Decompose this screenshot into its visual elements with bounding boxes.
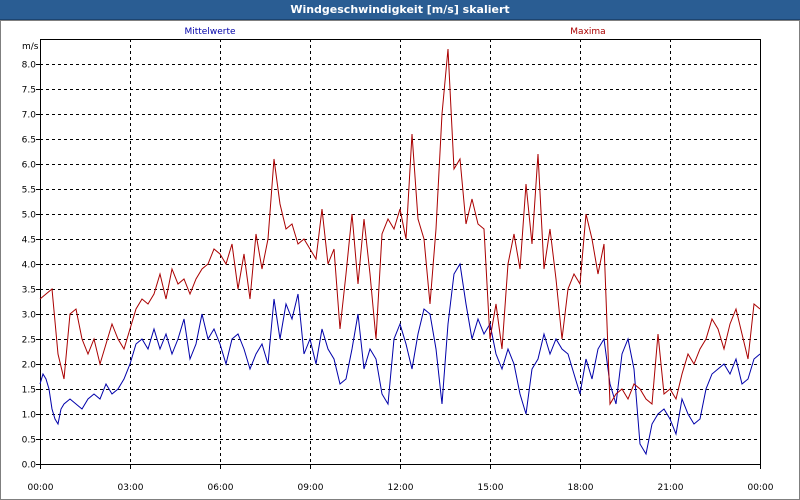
series-line-maxima (39, 48, 761, 406)
y-tick-label: 7.0 (22, 111, 37, 121)
y-tick-label: 7.5 (22, 86, 36, 96)
y-tick-label: 8.0 (22, 61, 37, 71)
chart-frame (0, 20, 800, 500)
y-tick-label: 5.0 (22, 211, 37, 221)
y-tick-label: 2.0 (22, 361, 37, 371)
x-tick-time: 00:00 (28, 483, 54, 493)
x-tick-time: 00:00 (748, 483, 774, 493)
y-tick-label: 3.5 (22, 286, 36, 296)
x-tick-time: 15:00 (478, 483, 504, 493)
y-tick-label: 5.5 (22, 186, 36, 196)
x-tick-time: 18:00 (568, 483, 594, 493)
y-tick-label: 6.5 (22, 136, 36, 146)
x-tick-time: 06:00 (208, 483, 234, 493)
plot-area-border (40, 39, 761, 465)
y-tick-label: 0.0 (22, 461, 37, 471)
wind-speed-chart: 0.0 0.5 1.0 1.5 2.0 2.5 3.0 3.5 4.0 4.5 5.0 5.5 6.0 6… (0, 20, 800, 500)
legend-label-maxima: Maxima (570, 27, 605, 37)
window-title-bar: Windgeschwindigkeit [m/s] skaliert (0, 0, 800, 20)
x-tick-time: 12:00 (388, 483, 414, 493)
y-tick-label: 4.0 (22, 261, 37, 271)
y-axis-unit-label: m/s (22, 42, 39, 52)
y-tick-label: 6.0 (22, 161, 37, 171)
y-tick-label: 1.0 (22, 411, 37, 421)
y-tick-label: 0.5 (22, 436, 36, 446)
y-tick-label: 2.5 (22, 336, 36, 346)
x-tick-time: 09:00 (298, 483, 324, 493)
x-tick-time: 21:00 (658, 483, 684, 493)
y-tick-label: 4.5 (22, 236, 36, 246)
series-line-mittelwerte (39, 262, 761, 456)
y-tick-label: 1.5 (22, 386, 36, 396)
window-title: Windgeschwindigkeit [m/s] skaliert (290, 3, 510, 16)
y-tick-label: 3.0 (22, 311, 37, 321)
legend-label-mittelwerte: Mittelwerte (184, 27, 235, 37)
x-tick-time: 03:00 (118, 483, 144, 493)
